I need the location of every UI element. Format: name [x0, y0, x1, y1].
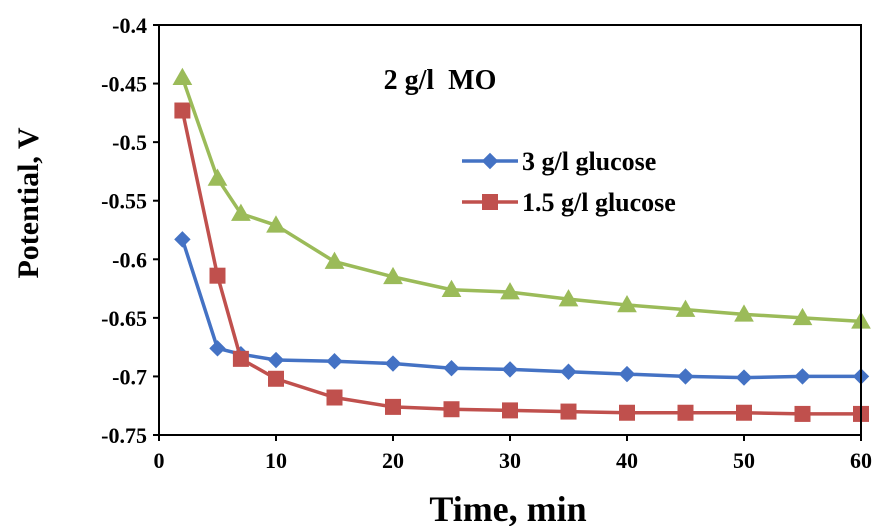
y-tick-label: -0.75 [101, 423, 147, 448]
series-3-point [675, 299, 696, 317]
series-3-point [324, 251, 345, 269]
x-tick-label: 60 [850, 448, 872, 473]
series-3-point [792, 307, 813, 326]
series-3-point [500, 282, 520, 300]
series-2-point [560, 403, 577, 420]
series-2-point [174, 102, 191, 119]
series-3-point [231, 203, 251, 221]
series-3-point [383, 266, 403, 285]
series-2-point [794, 405, 811, 422]
series-1-point [326, 352, 343, 370]
plot-area-frame [158, 24, 862, 436]
series-1-point [267, 351, 285, 369]
x-tick-label: 0 [154, 448, 165, 473]
series-2-point [268, 370, 284, 387]
series-1-point [677, 368, 694, 385]
y-tick-label: -0.6 [112, 247, 147, 272]
y-tick-label: -0.7 [112, 364, 147, 389]
series-2-point [385, 398, 401, 415]
series-1-point [384, 355, 402, 372]
series-1-point [618, 365, 636, 383]
x-tick-label: 40 [616, 448, 638, 473]
series-1-point [560, 363, 577, 380]
x-tick-label: 10 [265, 448, 287, 473]
y-tick-label: -0.45 [101, 72, 147, 97]
series-1-point [209, 340, 226, 357]
series-1-point [794, 368, 811, 385]
series-2-point [502, 402, 518, 419]
y-axis-title: Potential, V [12, 127, 45, 278]
series-1-point [735, 369, 753, 386]
legend-marker [481, 152, 499, 170]
series-line-1 [180, 238, 861, 380]
legend-marker [482, 194, 498, 210]
series-3-point [734, 304, 754, 322]
x-tick-label: 50 [733, 448, 755, 473]
series-3-point [441, 279, 462, 297]
series-2-point [232, 350, 249, 367]
series-2-point [326, 389, 343, 406]
series-3-point [558, 289, 579, 307]
series-1-point [501, 361, 519, 378]
series-1-point [174, 231, 191, 248]
series-3-point [207, 168, 228, 186]
series-3-point [266, 215, 286, 233]
series-2-point [209, 267, 226, 284]
legend-label: 3 g/l glucose [522, 147, 656, 176]
series-2-point [677, 404, 694, 421]
y-tick-label: -0.65 [101, 306, 147, 331]
series-3-point [617, 294, 637, 313]
y-tick-label: -0.4 [112, 13, 147, 38]
x-axis-title: Time, min [429, 489, 586, 526]
x-tick-label: 20 [382, 448, 404, 473]
legend-label: 1.5 g/l glucose [522, 188, 676, 217]
chart-annotation: 2 g/l MO [384, 65, 497, 96]
y-tick-label: -0.55 [101, 189, 147, 214]
x-tick-label: 30 [499, 448, 521, 473]
y-tick-label: -0.5 [112, 130, 147, 155]
series-3-point [172, 67, 193, 85]
series-2-point [443, 401, 460, 418]
series-1-point [443, 360, 460, 377]
series-2-point [736, 404, 752, 421]
series-2-point [619, 404, 635, 421]
